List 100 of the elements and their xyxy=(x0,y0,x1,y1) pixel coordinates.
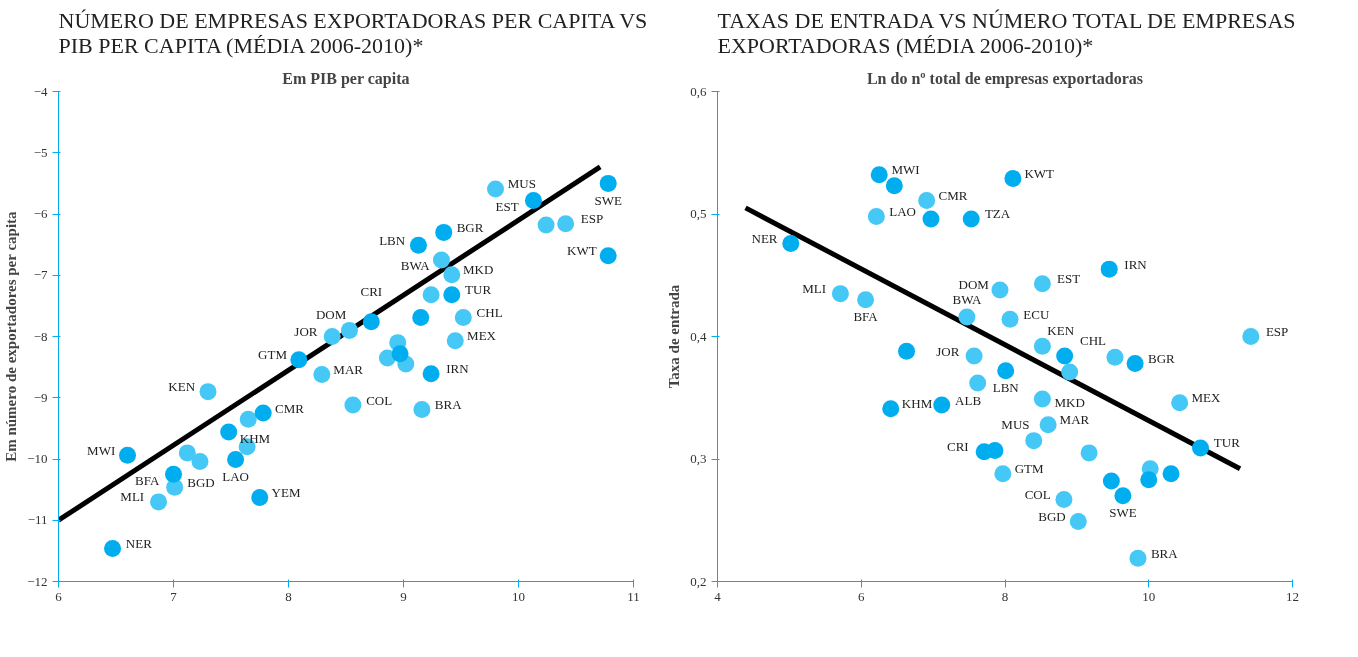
point xyxy=(323,328,341,345)
y-tick-label: 0,3 xyxy=(690,451,707,466)
point xyxy=(1033,390,1051,408)
point xyxy=(1055,490,1073,508)
annotation: GTM xyxy=(258,347,288,363)
annotation: BFA xyxy=(135,472,160,488)
annotation: SWE xyxy=(1109,505,1137,521)
point xyxy=(1102,472,1120,490)
x-tick-label: 6 xyxy=(55,588,63,604)
point xyxy=(1129,549,1147,567)
point xyxy=(962,210,980,228)
annotation: COL xyxy=(366,392,393,408)
annotation: BWA xyxy=(952,292,982,308)
point xyxy=(409,236,427,254)
point xyxy=(1056,347,1074,365)
point xyxy=(119,446,136,464)
annotation: MEX xyxy=(1191,390,1222,406)
x-tick-label: 6 xyxy=(858,588,865,604)
annotation: CRI xyxy=(360,283,383,299)
point xyxy=(537,216,555,234)
annotation: BGD xyxy=(187,474,215,490)
point xyxy=(391,345,409,363)
annotation: CMR xyxy=(938,188,968,204)
annotation: COL xyxy=(1024,486,1051,502)
annotation: BFA xyxy=(853,309,879,325)
point xyxy=(454,309,472,326)
annotation: MKD xyxy=(462,262,494,278)
annotation: KHM xyxy=(239,430,271,446)
point xyxy=(1126,354,1144,372)
y-tick-label: −10 xyxy=(27,451,48,466)
annotation: DOM xyxy=(315,306,347,322)
point xyxy=(432,251,450,269)
annotation: JOR xyxy=(936,343,960,359)
y-tick-label: 0,2 xyxy=(690,573,707,589)
annotation: CRI xyxy=(947,439,969,455)
annotation: MEX xyxy=(467,328,497,344)
annotation: MKD xyxy=(1054,395,1085,411)
point xyxy=(1192,439,1209,457)
point xyxy=(422,365,440,383)
annotation: SWE xyxy=(594,192,622,208)
point xyxy=(1140,471,1158,489)
point xyxy=(313,365,331,383)
point xyxy=(239,410,257,428)
annotation: LAO xyxy=(222,469,249,485)
y-tick-label: −12 xyxy=(27,573,48,589)
annotation: MLI xyxy=(802,281,827,297)
x-tick-label: 4 xyxy=(714,588,722,604)
point xyxy=(1106,348,1124,366)
point xyxy=(918,192,936,210)
y-tick-label: −11 xyxy=(27,512,48,528)
point xyxy=(1171,394,1189,412)
point xyxy=(599,174,617,192)
point xyxy=(340,321,358,339)
y-axis-title: Em número de exportadores per capita xyxy=(3,210,20,462)
point xyxy=(443,286,461,304)
point xyxy=(422,286,440,304)
x-tick-label: 12 xyxy=(1286,588,1299,604)
y-tick-label: 0,6 xyxy=(690,83,707,99)
annotation: LAO xyxy=(889,203,916,219)
annotation: TUR xyxy=(1213,435,1241,451)
annotation: MWI xyxy=(891,162,920,178)
annotation: BGD xyxy=(1038,508,1066,524)
annotation: MWI xyxy=(87,442,116,458)
point xyxy=(965,347,983,365)
annotation: KWT xyxy=(1024,165,1055,181)
point xyxy=(1100,260,1118,278)
x-tick-label: 9 xyxy=(400,588,407,604)
annotation: JOR xyxy=(294,324,318,339)
point xyxy=(227,451,245,469)
annotation: TZA xyxy=(984,206,1011,222)
annotation: LBN xyxy=(379,232,406,248)
y-tick-label: −4 xyxy=(33,83,48,99)
point xyxy=(933,396,951,414)
annotation: YEM xyxy=(271,485,301,501)
x-tick-label: 10 xyxy=(512,588,525,604)
x-axis-title: Em PIB per capita xyxy=(282,69,410,88)
point xyxy=(1114,487,1132,505)
y-axis-title: Taxa de entrada xyxy=(666,284,683,389)
point xyxy=(251,489,269,507)
point xyxy=(1033,275,1051,293)
point xyxy=(1242,328,1260,345)
annotation: BGR xyxy=(1148,350,1176,366)
point xyxy=(958,308,976,326)
x-tick-label: 8 xyxy=(285,588,292,604)
annotation: BRA xyxy=(434,396,463,412)
point xyxy=(178,444,196,462)
annotation: LBN xyxy=(992,380,1020,396)
annotation: GTM xyxy=(1014,461,1045,477)
x-tick-label: 11 xyxy=(627,588,640,604)
annotation: NER xyxy=(751,230,778,246)
annotation: ALB xyxy=(955,392,982,408)
point xyxy=(969,374,987,392)
annotation: KEN xyxy=(168,379,196,395)
annotation: ECU xyxy=(1023,306,1050,322)
point xyxy=(857,291,875,309)
annotation: MAR xyxy=(1059,412,1090,428)
y-tick-label: −6 xyxy=(33,206,48,221)
annotation: MUS xyxy=(507,176,536,192)
y-tick-label: 0,5 xyxy=(690,206,707,221)
annotation: IRN xyxy=(1124,256,1148,272)
